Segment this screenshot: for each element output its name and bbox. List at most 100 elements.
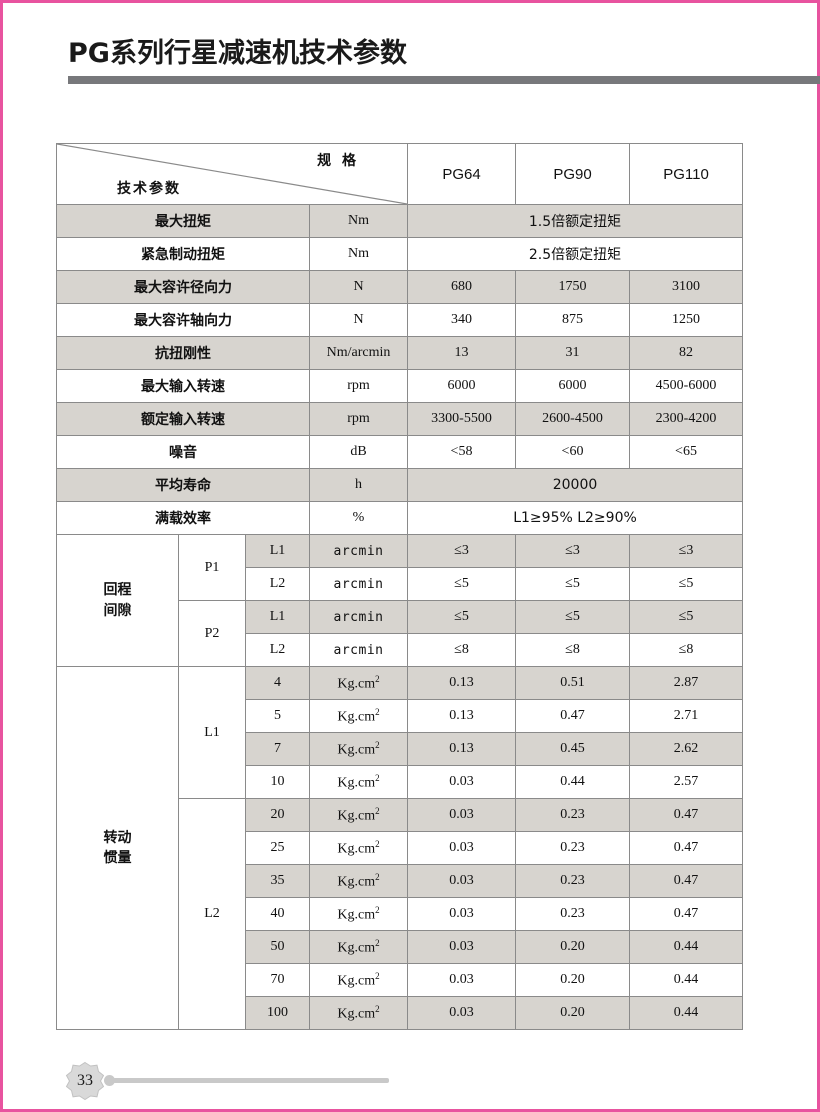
- spec-unit: Nm: [309, 204, 408, 238]
- backlash-unit: arcmin: [309, 567, 408, 601]
- spec-value: 4500-6000: [629, 369, 743, 403]
- inertia-value: 0.23: [515, 831, 630, 865]
- backlash-group-label: 回程 间隙: [56, 534, 179, 667]
- spec-name: 额定输入转速: [56, 402, 310, 436]
- inertia-value: 0.03: [407, 930, 516, 964]
- spec-name: 紧急制动扭矩: [56, 237, 310, 271]
- inertia-value: 0.03: [407, 765, 516, 799]
- inertia-value: 0.51: [515, 666, 630, 700]
- spec-unit: rpm: [309, 369, 408, 403]
- inertia-value: 0.45: [515, 732, 630, 766]
- spec-value: 2300-4200: [629, 402, 743, 436]
- header-model-pg90: PG90: [515, 143, 630, 205]
- backlash-stage: L1: [245, 534, 310, 568]
- backlash-row: L2 arcmin ≤8 ≤8 ≤8: [57, 633, 743, 667]
- inertia-unit: Kg.cm2: [309, 798, 408, 832]
- spec-row: 最大容许径向力 N 680 1750 3100: [56, 270, 743, 304]
- inertia-ratio: 4: [245, 666, 310, 700]
- spec-name: 最大容许轴向力: [56, 303, 310, 337]
- inertia-value: 0.44: [629, 930, 743, 964]
- inertia-value: 2.71: [629, 699, 743, 733]
- page-title: PG系列行星减速机技术参数: [68, 38, 407, 69]
- backlash-row: 回程 间隙 P1 L1 arcmin ≤3 ≤3 ≤3: [56, 534, 743, 667]
- spec-row: 额定输入转速 rpm 3300-5500 2600-4500 2300-4200: [56, 402, 743, 436]
- backlash-stage: L2: [245, 633, 310, 667]
- footer-rule: [113, 1078, 389, 1083]
- spec-unit: Nm/arcmin: [309, 336, 408, 370]
- inertia-row: 转动 惯量 L1 4 Kg.cm2 0.13 0.51 2.87: [56, 666, 743, 1030]
- inertia-row: 40 Kg.cm2 0.03 0.23 0.47: [57, 897, 743, 931]
- spec-name: 最大容许径向力: [56, 270, 310, 304]
- inertia-value: 0.03: [407, 798, 516, 832]
- inertia-value: 0.03: [407, 864, 516, 898]
- inertia-ratio: 35: [245, 864, 310, 898]
- spec-value-merged: L1≥95% L2≥90%: [407, 501, 743, 535]
- backlash-value: ≤8: [407, 633, 516, 667]
- spec-unit: N: [309, 303, 408, 337]
- inertia-value: 0.23: [515, 864, 630, 898]
- backlash-value: ≤3: [629, 534, 743, 568]
- backlash-value: ≤5: [629, 600, 743, 634]
- inertia-ratio: 10: [245, 765, 310, 799]
- backlash-stage: L2: [245, 567, 310, 601]
- table-body: 规 格技术参数 PG64 PG90 PG110 最大扭矩 Nm 1.5倍额定扭矩 紧急制动扭矩…: [56, 143, 743, 1030]
- inertia-unit: Kg.cm2: [309, 930, 408, 964]
- technical-parameters-table: 规 格技术参数 PG64 PG90 PG110 最大扭矩 Nm 1.5倍额定扭矩 紧急制动扭矩…: [56, 143, 743, 1030]
- spec-value-merged: 20000: [407, 468, 743, 502]
- inertia-unit: Kg.cm2: [309, 831, 408, 865]
- spec-row: 平均寿命 h 20000: [56, 468, 743, 502]
- inertia-row: 25 Kg.cm2 0.03 0.23 0.47: [57, 831, 743, 865]
- inertia-unit: Kg.cm2: [309, 897, 408, 931]
- inertia-value: 0.03: [407, 897, 516, 931]
- spec-value: 13: [407, 336, 516, 370]
- inertia-ratio: 40: [245, 897, 310, 931]
- inertia-unit: Kg.cm2: [309, 765, 408, 799]
- backlash-value: ≤3: [407, 534, 516, 568]
- backlash-unit: arcmin: [309, 534, 408, 568]
- title-underline-rule: [68, 76, 820, 84]
- spec-value: 2600-4500: [515, 402, 630, 436]
- backlash-value: ≤5: [407, 567, 516, 601]
- inertia-value: 0.44: [515, 765, 630, 799]
- page-number-gear-icon: [65, 1061, 105, 1101]
- header-param-label: 技术参数: [117, 181, 181, 197]
- spec-name: 最大输入转速: [56, 369, 310, 403]
- spec-name: 满载效率: [56, 501, 310, 535]
- spec-value: 1750: [515, 270, 630, 304]
- spec-unit: dB: [309, 435, 408, 469]
- backlash-value: ≤5: [515, 567, 630, 601]
- inertia-unit: Kg.cm2: [309, 963, 408, 997]
- spec-value: 82: [629, 336, 743, 370]
- spec-row: 满载效率% L1≥95% L2≥90%: [56, 501, 743, 535]
- spec-row: 最大输入转速 rpm 6000 6000 4500-6000: [56, 369, 743, 403]
- page-number-label: 33: [77, 1072, 93, 1089]
- inertia-value: 0.47: [629, 831, 743, 865]
- inertia-row: 5 Kg.cm2 0.13 0.47 2.71: [57, 699, 743, 733]
- spec-unit: Nm: [309, 237, 408, 271]
- inertia-row: 7 Kg.cm2 0.13 0.45 2.62: [57, 732, 743, 766]
- table-header-row: 规 格技术参数 PG64 PG90 PG110: [56, 143, 743, 205]
- spec-name: 噪音: [56, 435, 310, 469]
- spec-value: 3300-5500: [407, 402, 516, 436]
- inertia-value: 2.87: [629, 666, 743, 700]
- backlash-value: ≤5: [629, 567, 743, 601]
- inertia-row: 100 Kg.cm2 0.03 0.20 0.44: [57, 996, 743, 1030]
- backlash-precision-p2: P2: [178, 600, 246, 667]
- backlash-value: ≤5: [515, 600, 630, 634]
- header-spec-label: 规 格: [317, 153, 359, 169]
- inertia-ratio: 50: [245, 930, 310, 964]
- inertia-value: 0.13: [407, 732, 516, 766]
- inertia-unit: Kg.cm2: [309, 996, 408, 1030]
- backlash-precision-p1: P1: [178, 534, 246, 601]
- spec-name: 抗扭刚性: [56, 336, 310, 370]
- inertia-value: 0.13: [407, 699, 516, 733]
- inertia-row: 70 Kg.cm2 0.03 0.20 0.44: [57, 963, 743, 997]
- inertia-value: 0.47: [629, 864, 743, 898]
- backlash-stage: L1: [245, 600, 310, 634]
- header-model-pg64: PG64: [407, 143, 516, 205]
- inertia-unit: Kg.cm2: [309, 666, 408, 700]
- spec-value: 680: [407, 270, 516, 304]
- inertia-ratio: 7: [245, 732, 310, 766]
- spec-row: 噪音 dB <58 <60 <65: [56, 435, 743, 469]
- inertia-group-label: 转动 惯量: [56, 666, 179, 1030]
